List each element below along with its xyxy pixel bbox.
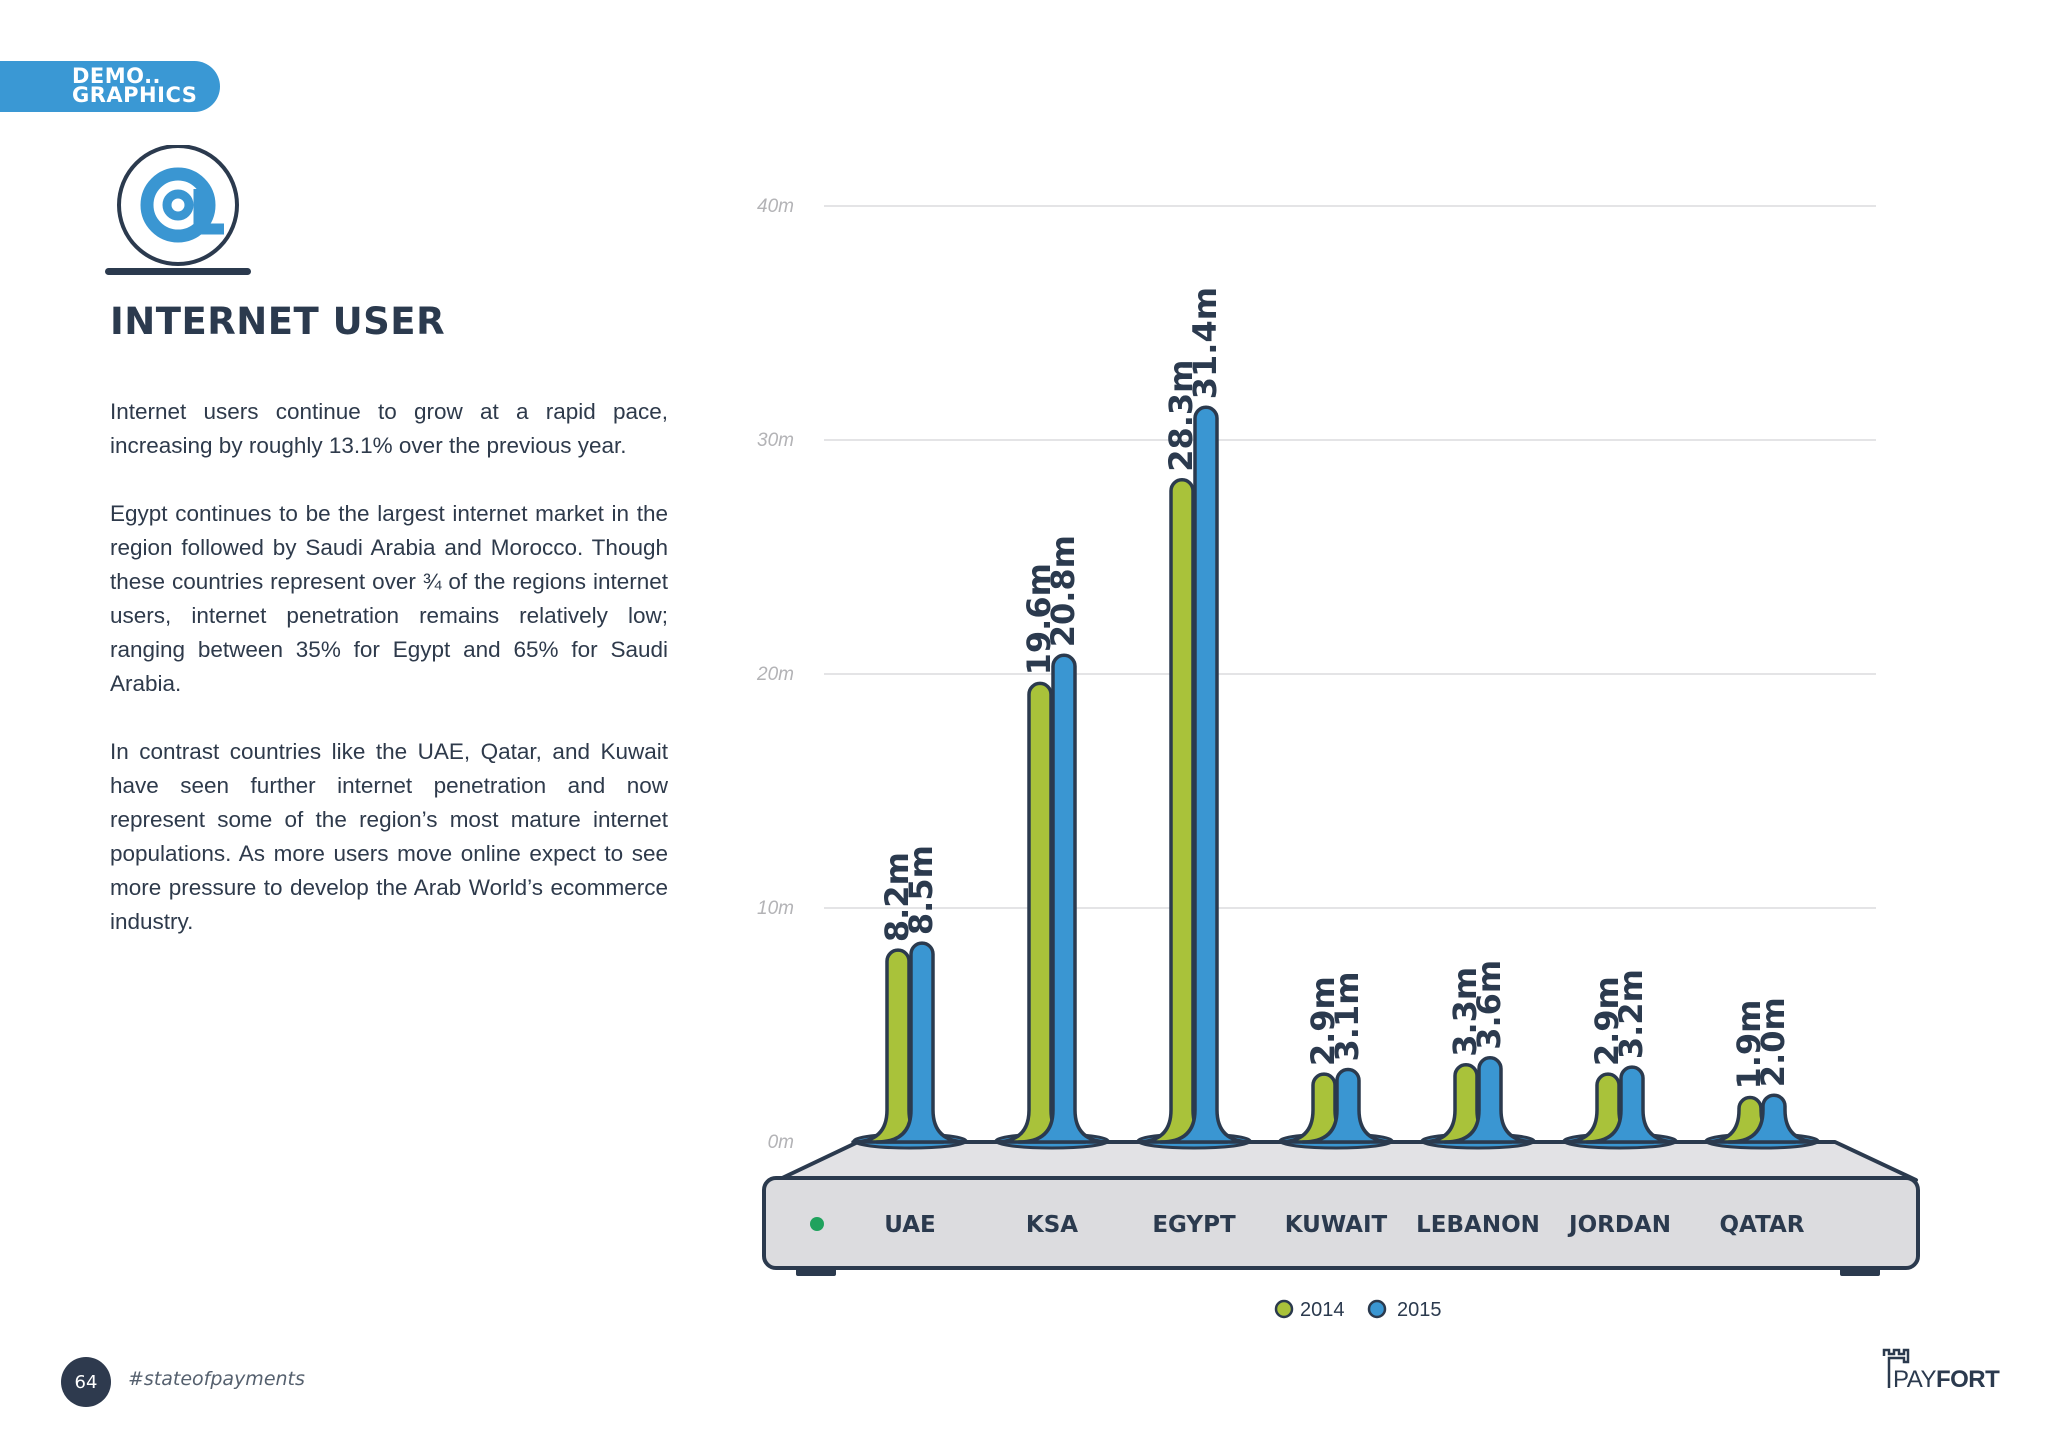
- paragraph-1: Internet users continue to grow at a rap…: [110, 399, 668, 458]
- y-tick-label: 20m: [756, 664, 794, 685]
- category-label-lebanon: LEBANON: [1416, 1212, 1540, 1238]
- data-label-ksa-2015: 20.8m: [1044, 535, 1082, 647]
- data-label-jordan-2015: 3.2m: [1612, 969, 1650, 1059]
- page-title: INTERNET USER: [110, 300, 446, 343]
- data-label-ksa-2014: 19.6m: [1020, 563, 1058, 675]
- at-sign-icon: [105, 145, 251, 275]
- category-label-jordan: JORDAN: [1567, 1212, 1671, 1238]
- status-led-icon: [810, 1217, 824, 1231]
- paragraph-2: Egypt continues to be the largest intern…: [110, 501, 668, 696]
- data-label-egypt-2015: 31.4m: [1186, 287, 1224, 399]
- category-label-qatar: QATAR: [1720, 1212, 1805, 1238]
- y-tick-label: 30m: [757, 430, 794, 451]
- bars-layer: [851, 405, 1821, 1150]
- data-label-jordan-2014: 2.9m: [1588, 976, 1626, 1066]
- category-label-egypt: EGYPT: [1152, 1212, 1236, 1238]
- bar-qatar-2015: [1727, 1093, 1821, 1144]
- page-number: 64: [74, 1371, 98, 1393]
- brand-logo-part2: FORT: [1935, 1366, 2000, 1393]
- router-foot-right: [1840, 1268, 1880, 1276]
- bar-jordan-2015: [1585, 1065, 1679, 1144]
- data-label-lebanon-2015: 3.6m: [1470, 960, 1508, 1050]
- section-tag: DEMO.. GRAPHICS: [0, 61, 220, 112]
- bar-egypt-2015: [1159, 405, 1253, 1144]
- data-label-egypt-2014: 28.3m: [1162, 359, 1200, 471]
- bar-kuwait-2015: [1301, 1067, 1395, 1144]
- section-tag-line2: GRAPHICS: [72, 83, 198, 107]
- data-label-uae-2014: 8.2m: [878, 852, 916, 942]
- data-label-lebanon-2014: 3.3m: [1446, 967, 1484, 1057]
- data-label-uae-2015: 8.5m: [902, 845, 940, 935]
- brand-logo: PAYFORT: [1893, 1366, 2000, 1394]
- legend-label-2014: 2014: [1300, 1299, 1345, 1321]
- bar-uae-2015: [875, 941, 969, 1144]
- paragraph-3: In contrast countries like the UAE, Qata…: [110, 739, 668, 934]
- section-tag-line1: DEMO..: [72, 64, 162, 88]
- y-tick-label: 40m: [757, 196, 794, 217]
- stand-layer: [762, 1140, 1920, 1276]
- bar-ksa-2015: [1017, 653, 1111, 1144]
- legend-layer: 2014 2015: [1274, 1299, 1442, 1321]
- page-number-badge: 64: [61, 1357, 111, 1407]
- data-label-qatar-2014: 1.9m: [1730, 1000, 1768, 1090]
- hashtag: #stateofpayments: [128, 1368, 305, 1390]
- grid-layer: 0m 10m 20m 30m 40m: [756, 196, 1876, 1153]
- legend-swatch-2014: [1274, 1299, 1294, 1319]
- brand-logo-part1: PAY: [1893, 1366, 1936, 1393]
- router-foot-left: [796, 1268, 836, 1276]
- data-label-qatar-2015: 2.0m: [1754, 997, 1792, 1087]
- legend-label-2015: 2015: [1397, 1299, 1442, 1321]
- category-label-uae: UAE: [884, 1212, 935, 1238]
- y-tick-label: 0m: [768, 1132, 794, 1153]
- data-label-kuwait-2015: 3.1m: [1328, 971, 1366, 1061]
- payfort-castle-icon: [1882, 1348, 1910, 1388]
- bar-lebanon-2015: [1443, 1056, 1537, 1144]
- y-tick-label: 10m: [757, 898, 794, 919]
- router-body: [762, 1176, 1920, 1270]
- data-label-kuwait-2014: 2.9m: [1304, 976, 1342, 1066]
- category-label-ksa: KSA: [1026, 1212, 1078, 1238]
- legend-swatch-2015: [1367, 1299, 1387, 1319]
- category-label-kuwait: KUWAIT: [1285, 1212, 1388, 1238]
